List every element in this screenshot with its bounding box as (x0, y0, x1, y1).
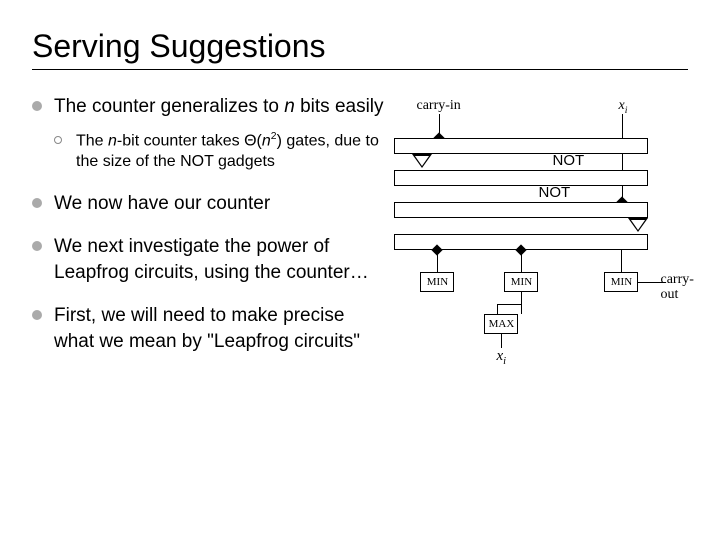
gate-min: MIN (604, 272, 638, 292)
disc-icon (32, 101, 42, 111)
bullet-4: First, we will need to make precise what… (32, 303, 384, 354)
b1-n: n (284, 96, 295, 117)
bullet-1: The counter generalizes to n bits easily… (32, 94, 384, 173)
circuit-diagram: carry-in xi NOT NOT (384, 94, 694, 414)
inverter-icon (628, 218, 648, 232)
circle-icon (54, 136, 62, 144)
bullet-list: The counter generalizes to n bits easily… (32, 94, 384, 355)
b2-text: We now have our counter (54, 193, 270, 214)
wire (521, 250, 522, 272)
bullet-2: We now have our counter (32, 191, 384, 217)
b4-text: First, we will need to make precise what… (54, 305, 360, 352)
gate-min: MIN (420, 272, 454, 292)
b3-text: We next investigate the power of Leapfro… (54, 236, 369, 283)
wire (621, 250, 622, 272)
sub-list: The n-bit counter takes Θ(n2) gates, due… (54, 130, 384, 173)
slide-title: Serving Suggestions (32, 28, 688, 65)
left-column: The counter generalizes to n bits easily… (32, 94, 384, 373)
disc-icon (32, 241, 42, 251)
xi-sub: i (625, 105, 628, 116)
not-bar (394, 138, 648, 154)
wire (501, 334, 502, 348)
sub-n2: n (262, 132, 271, 149)
label-carry-out: carry-out (660, 272, 693, 303)
label-not1: NOT (552, 152, 584, 169)
label-carry-in: carry-in (416, 98, 460, 114)
wire (437, 250, 438, 272)
slide: Serving Suggestions The counter generali… (0, 0, 720, 540)
label-xi-out: xi (496, 348, 506, 367)
not-bar (394, 170, 648, 186)
wire (521, 292, 522, 314)
gate-min: MIN (504, 272, 538, 292)
inverter-icon (412, 154, 432, 168)
wire (497, 304, 498, 314)
disc-icon (32, 310, 42, 320)
sub-pre: The (76, 132, 108, 149)
b1-text-post: bits easily (295, 96, 384, 117)
columns: The counter generalizes to n bits easily… (32, 94, 688, 373)
right-column: carry-in xi NOT NOT (384, 94, 688, 373)
label-not2: NOT (538, 184, 570, 201)
disc-icon (32, 198, 42, 208)
bullet-3: We next investigate the power of Leapfro… (32, 234, 384, 285)
xi-out-sub: i (503, 356, 506, 367)
gate-max: MAX (484, 314, 518, 334)
wire (622, 114, 623, 202)
title-rule (32, 69, 688, 70)
not-bar (394, 202, 648, 218)
sub-n: n (108, 132, 117, 149)
wire (497, 304, 521, 305)
sub-bullet-1: The n-bit counter takes Θ(n2) gates, due… (54, 130, 384, 173)
b1-text-pre: The counter generalizes to (54, 96, 284, 117)
sub-mid: -bit counter takes Θ( (117, 132, 262, 149)
